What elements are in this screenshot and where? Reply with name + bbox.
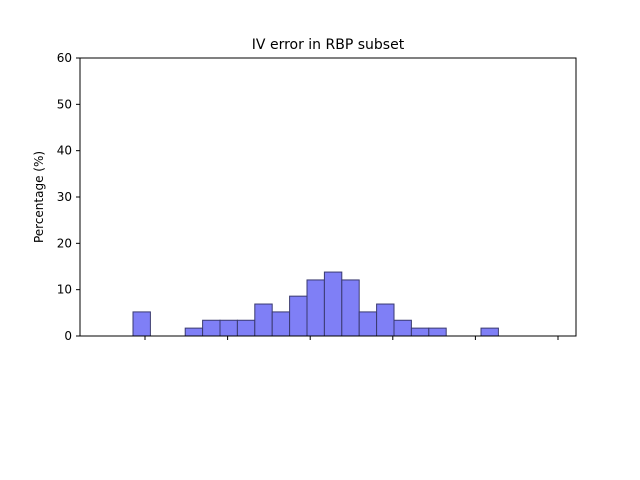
plot-frame [79,57,577,337]
histogram-bar-3 [184,327,204,337]
y-axis-ticks: 0 10 20 30 40 50 60 [57,51,80,343]
y-tick-label: 30 [57,190,72,204]
chart-title: IV error in RBP subset [252,37,405,53]
histogram-bar-11 [323,271,343,337]
histogram-bar-20 [480,327,499,337]
bars-group [132,271,499,337]
histogram-bar-0 [132,311,151,337]
histogram-bar-13 [358,311,378,337]
histogram-bar-6 [236,319,256,337]
y-tick-label: 50 [57,97,72,111]
histogram-bar-16 [410,327,430,337]
y-tick-label: 20 [57,236,72,250]
y-axis-label: Percentage (%) [32,151,46,243]
y-tick-label: 60 [57,51,72,65]
histogram-bar-12 [341,279,360,337]
x-axis-ticks [144,336,559,340]
histogram-bar-15 [393,319,412,337]
histogram-bar-14 [376,303,395,337]
histogram-bar-17 [428,327,447,337]
histogram-bar-4 [202,319,221,337]
y-tick-label: 10 [57,283,72,297]
histogram-bar-9 [289,295,308,337]
histogram-bar-8 [271,311,291,337]
y-tick-label: 0 [64,329,72,343]
histogram-bar-7 [254,303,273,337]
histogram-bar-10 [306,279,325,337]
y-tick-label: 40 [57,144,72,158]
histogram-bar-5 [219,319,238,337]
